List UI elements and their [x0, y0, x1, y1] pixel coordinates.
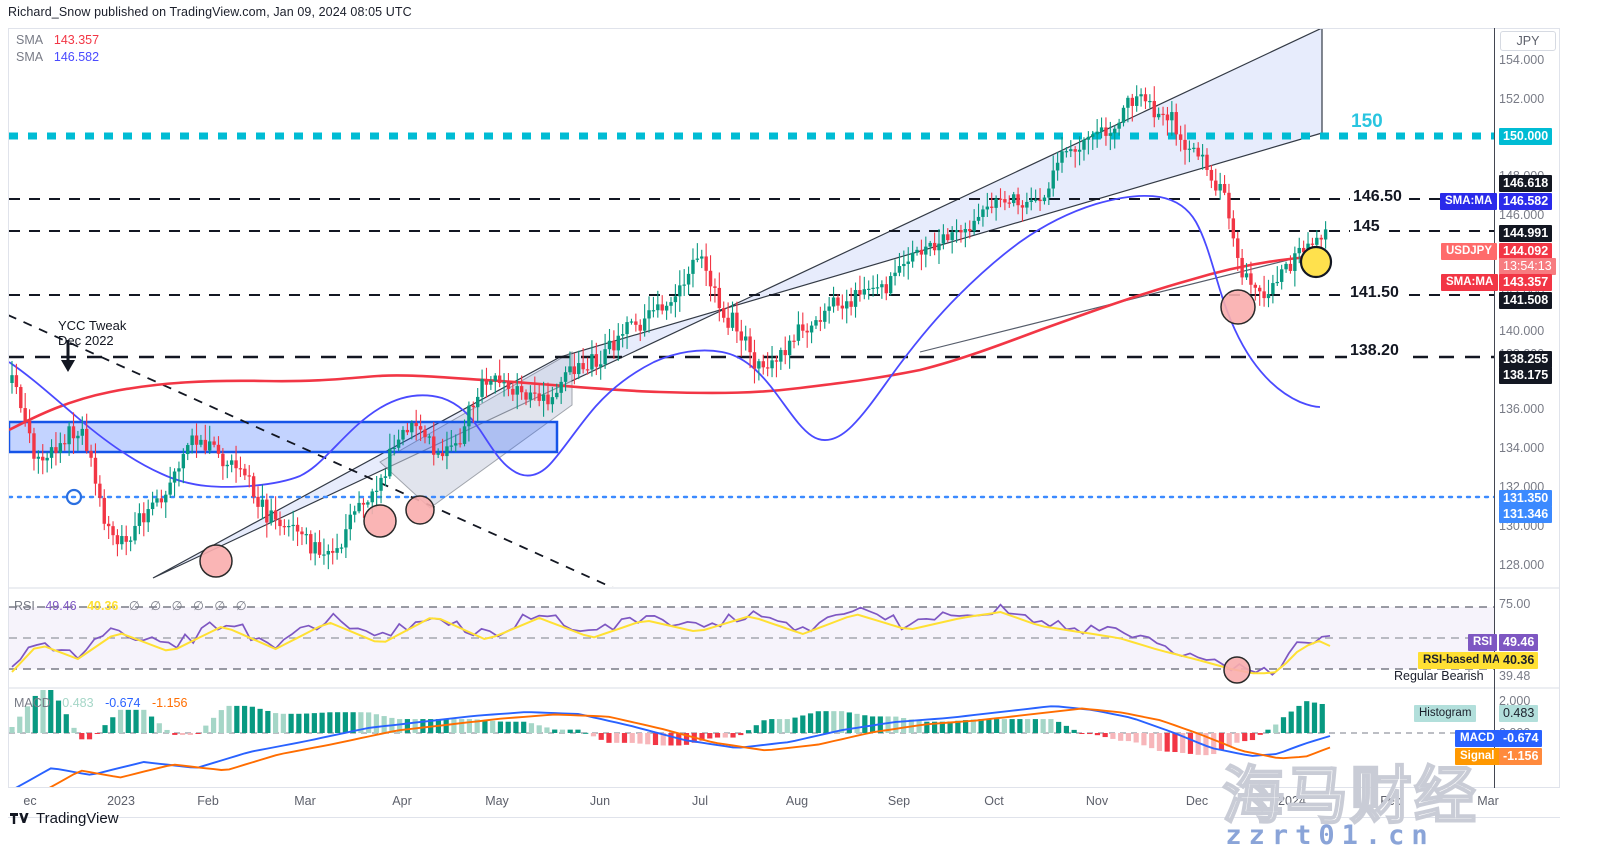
legend-rsi-extra-6: ∅ [235, 599, 247, 613]
legend-rsi-extra-3: ∅ [171, 599, 183, 613]
axis-tick: 128.000 [1499, 558, 1545, 572]
macd-value-tag: -0.674 [1499, 730, 1543, 747]
price-tag-141508: 141.508 [1499, 292, 1553, 309]
legend-sma-slow[interactable]: SMA 143.357 [16, 33, 99, 47]
badge-usdjpy: USDJPY [1441, 243, 1498, 260]
tradingview-brand-label: TradingView [36, 810, 119, 827]
time-tick: ec [23, 794, 37, 808]
legend-macd-signal: -1.156 [152, 696, 188, 710]
time-tick: Jul [692, 794, 708, 808]
time-tick: Mar [1477, 794, 1499, 808]
legend-rsi-ma-value: 40.36 [87, 599, 119, 613]
legend-sma-fast[interactable]: SMA 146.582 [16, 50, 99, 64]
macd-signal-value-tag: -1.156 [1499, 748, 1543, 765]
legend-macd[interactable]: MACD 0.483 -0.674 -1.156 [14, 696, 187, 710]
time-tick: Dec [1185, 794, 1209, 808]
price-tag-143357: 143.357 [1499, 274, 1553, 291]
time-tick: Jun [589, 794, 611, 808]
watermark-url: zzrt01.cn [1225, 820, 1435, 851]
rsi-divergence-value: 39.48 [1499, 669, 1531, 683]
badge-macd: MACD [1455, 730, 1500, 747]
time-tick: 2023 [107, 794, 135, 808]
badge-rsi-based-ma: RSI-based MA [1418, 652, 1506, 669]
badge-rsi: RSI [1468, 634, 1498, 651]
time-tick: Aug [785, 794, 809, 808]
price-tag-131346: 131.346 [1499, 506, 1553, 523]
price-tag-144991: 144.991 [1499, 225, 1553, 242]
rsi-ma-value-tag: 40.36 [1499, 652, 1539, 669]
time-tick: Sep [887, 794, 911, 808]
price-tag-146618: 146.618 [1499, 175, 1553, 192]
price-tag-146582: 146.582 [1499, 193, 1553, 210]
price-tag-150: 150.000 [1499, 128, 1553, 145]
legend-rsi-extra-5: ∅ [214, 599, 226, 613]
price-tag-time: 13:54:13 [1499, 258, 1556, 275]
price-scale-separator [1494, 28, 1495, 788]
legend-sma-fast-name: SMA [16, 50, 43, 64]
badge-histogram: Histogram [1414, 705, 1477, 722]
price-tag-131350: 131.350 [1499, 490, 1553, 507]
price-tag-138175: 138.175 [1499, 367, 1553, 384]
annotation-line-2: Dec 2022 [58, 333, 114, 348]
level-label-141-50: 141.50 [1347, 284, 1402, 302]
legend-macd-hist: 0.483 [62, 696, 94, 710]
macd-hist-value-tag: 0.483 [1499, 705, 1539, 722]
annotation-ycc-tweak: YCC Tweak Dec 2022 [58, 318, 126, 348]
badge-signal: Signal [1455, 748, 1500, 765]
level-label-145: 145 [1350, 218, 1383, 236]
time-tick: 2024 [1278, 794, 1306, 808]
macd-axis-top: 2.000 [1499, 694, 1531, 708]
time-tick: May [485, 794, 509, 808]
level-label-150: 150 [1351, 111, 1383, 132]
legend-rsi[interactable]: RSI 49.46 40.36 ∅ ∅ ∅ ∅ ∅ ∅ [14, 598, 247, 613]
legend-sma-slow-name: SMA [16, 33, 43, 47]
badge-sma-ma-red: SMA:MA [1441, 274, 1499, 291]
time-tick: Apr [392, 794, 412, 808]
publisher-line: Richard_Snow published on TradingView.co… [8, 5, 412, 19]
legend-rsi-name: RSI [14, 599, 35, 613]
tradingview-logo-icon [10, 812, 30, 826]
time-axis[interactable]: ec 2023 Feb Mar Apr May Jun Jul Aug Sep … [8, 788, 1560, 818]
legend-macd-name: MACD [14, 696, 51, 710]
level-label-146-50: 146.50 [1350, 188, 1405, 206]
price-scale-unit[interactable]: JPY [1500, 31, 1556, 51]
time-tick: Oct [984, 794, 1004, 808]
time-tick: Mar [294, 794, 316, 808]
axis-tick: 152.000 [1499, 92, 1545, 106]
time-tick: Feb [1380, 794, 1402, 808]
level-label-138-20: 138.20 [1347, 342, 1402, 360]
annotation-line-1: YCC Tweak [58, 318, 127, 333]
axis-tick: 136.000 [1499, 402, 1545, 416]
legend-rsi-extra-1: ∅ [128, 599, 140, 613]
legend-sma-slow-value: 143.357 [53, 33, 100, 47]
legend-rsi-value: 49.46 [45, 599, 77, 613]
axis-tick: 146.000 [1499, 208, 1545, 222]
legend-macd-value: -0.674 [105, 696, 141, 710]
legend-sma-fast-value: 146.582 [53, 50, 100, 64]
time-tick: Feb [197, 794, 219, 808]
price-tag-144092: 144.092 [1499, 243, 1553, 260]
badge-sma-ma-blue: SMA:MA [1440, 193, 1498, 210]
axis-tick: 140.000 [1499, 324, 1545, 338]
legend-rsi-extra-4: ∅ [192, 599, 204, 613]
rsi-divergence-label: Regular Bearish [1394, 669, 1484, 683]
price-tag-138255: 138.255 [1499, 351, 1553, 368]
axis-tick: 154.000 [1499, 53, 1545, 67]
time-tick: Nov [1085, 794, 1109, 808]
rsi-axis-top: 75.00 [1499, 597, 1531, 611]
tradingview-brand[interactable]: TradingView [10, 810, 119, 827]
chart-frame [8, 28, 1560, 788]
rsi-value-tag: 49.46 [1499, 634, 1539, 651]
axis-tick: 134.000 [1499, 441, 1545, 455]
legend-rsi-extra-2: ∅ [150, 599, 162, 613]
